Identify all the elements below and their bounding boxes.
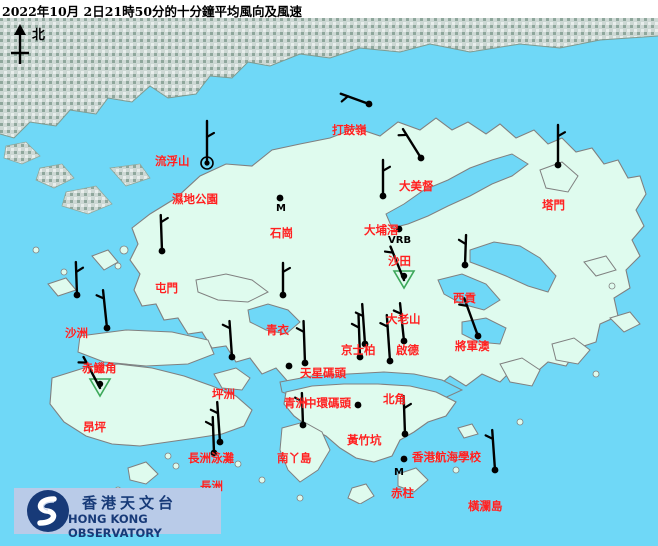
station-label-24: 長洲泳灘 (188, 451, 234, 465)
station-label-3: 石崗 (270, 226, 293, 240)
station-label-13: 赤鱲角 (82, 361, 117, 375)
station-label-29: 橫瀾島 (468, 499, 503, 513)
station-label-0: 打鼓嶺 (332, 123, 367, 137)
station-label-10: 青衣 (266, 323, 289, 337)
station-label-5: 塔門 (542, 198, 565, 212)
wind-station-26[interactable] (401, 394, 412, 438)
wind-station-13[interactable] (95, 289, 111, 332)
station-label-27: 長洲 (200, 479, 223, 493)
wind-station-29[interactable] (484, 428, 499, 474)
wind-station-4[interactable] (397, 127, 425, 162)
hko-logo: 香港天文台 HONG KONG OBSERVATORY (14, 488, 221, 540)
station-label-21: 青洲 (284, 396, 307, 410)
wind-station-11[interactable] (73, 260, 85, 299)
station-label-19: 坪洲 (212, 387, 235, 401)
wind-station-28[interactable] (400, 455, 408, 463)
station-label-26: 香港航海學校 (412, 450, 481, 464)
station-wind-flag-28: M (394, 467, 404, 478)
wind-station-12[interactable] (383, 245, 416, 290)
wind-station-16[interactable] (458, 297, 482, 340)
station-label-18: 北角 (383, 392, 406, 406)
station-label-14: 京士柏 (341, 343, 376, 357)
wind-station-10[interactable] (279, 261, 292, 299)
station-label-16: 將軍澳 (455, 339, 490, 353)
station-label-23: 黃竹坑 (347, 433, 382, 447)
wind-station-22[interactable] (77, 355, 112, 398)
station-label-12: 大老山 (386, 312, 421, 326)
wind-station-9[interactable] (457, 233, 469, 269)
wind-station-6[interactable] (379, 158, 392, 200)
wind-station-0[interactable] (339, 92, 373, 108)
north-arrow-label: 北 (32, 28, 46, 43)
wind-station-23[interactable] (354, 401, 362, 409)
wind-station-25[interactable] (293, 391, 307, 429)
wind-station-19[interactable] (221, 319, 236, 361)
station-label-9: 西貢 (453, 291, 476, 305)
station-label-8: 屯門 (155, 281, 178, 295)
title-bar: 2022年10月 2日21時50分的十分鐘平均風向及風速 (0, 0, 658, 19)
station-label-17: 天星碼頭 (300, 366, 346, 380)
wind-station-2[interactable] (200, 119, 216, 170)
station-label-25: 南丫島 (277, 451, 312, 465)
wind-station-24[interactable] (209, 400, 224, 446)
station-label-7: 沙田 (388, 254, 411, 268)
wind-station-8[interactable] (158, 213, 169, 255)
hko-logo-icon (27, 490, 69, 532)
wind-station-3[interactable] (276, 194, 284, 202)
wind-station-18[interactable] (379, 313, 394, 365)
station-label-6: 大埔滘 (364, 223, 399, 237)
wind-station-15[interactable] (392, 302, 408, 345)
hko-logo-chinese: 香港天文台 (82, 494, 178, 512)
station-label-28: 赤柱 (391, 486, 414, 500)
wind-barb-overlay-svg (73, 92, 567, 474)
station-label-15: 啟德 (396, 343, 419, 357)
station-label-20: 中環碼頭 (305, 396, 351, 410)
wind-station-17[interactable] (350, 313, 364, 361)
wind-station-20[interactable] (295, 319, 309, 367)
page-title: 2022年10月 2日21時50分的十分鐘平均風向及風速 (2, 4, 303, 19)
station-label-1: 流浮山 (155, 154, 190, 168)
wind-station-5[interactable] (554, 123, 567, 169)
station-label-2: 濕地公園 (172, 192, 218, 206)
wind-map-canvas[interactable]: 打鼓嶺流浮山濕地公園石崗 M 大美督塔門大埔滘沙田 VRB 屯門西貢青衣 沙洲 大老山赤鱲角… (0, 18, 658, 546)
station-wind-flag-7: VRB (388, 235, 412, 246)
station-wind-flag-3: M (276, 203, 286, 214)
station-label-4: 大美督 (399, 179, 434, 193)
station-label-11: 沙洲 (65, 326, 88, 340)
station-label-22: 昂坪 (83, 420, 106, 434)
hko-logo-english: HONG KONG OBSERVATORY (68, 512, 162, 540)
north-arrow-icon (11, 24, 29, 64)
basemap-svg (0, 18, 658, 546)
north-arrow: 北 (4, 22, 62, 68)
wind-station-7[interactable] (395, 225, 403, 233)
wind-station-27[interactable] (204, 415, 218, 457)
wind-station-21[interactable] (285, 362, 293, 370)
